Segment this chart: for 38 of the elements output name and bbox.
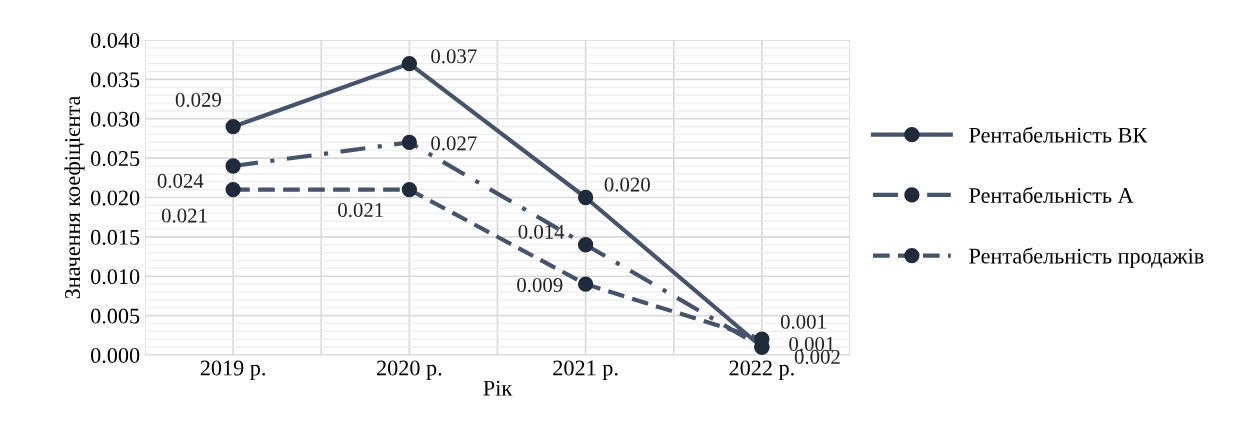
legend-label: Рентабельність продажів: [969, 247, 1204, 269]
data-label: 0.020: [604, 177, 650, 192]
point: [225, 118, 241, 135]
x-tick-label: 2022 р.: [729, 360, 794, 381]
data-label: 0.002: [794, 349, 840, 364]
legend-label: Рентабельність ВК: [969, 126, 1148, 143]
data-label: 0.029: [175, 92, 221, 107]
point: [401, 181, 418, 198]
point: [577, 189, 594, 206]
y-tick-label: 0.035: [90, 72, 140, 88]
y-axis-title: Значення коефіцієнта: [64, 95, 85, 299]
x-axis-title: Рік: [483, 380, 513, 396]
x-tick-label: 2021 р.: [553, 360, 618, 381]
y-tick-label: 0.020: [90, 190, 140, 206]
x-tick-label: 2020 р.: [377, 360, 442, 381]
point: [577, 237, 594, 253]
x-tick-label: 2019 р.: [200, 360, 265, 381]
data-label: 0.024: [157, 173, 204, 188]
y-tick-label: 0.025: [90, 151, 140, 167]
point: [401, 55, 418, 72]
point: [577, 276, 594, 292]
data-label: 0.021: [338, 203, 383, 218]
y-tick-label: 0.005: [90, 308, 140, 324]
legend-label: Рентабельність А: [969, 186, 1134, 203]
y-tick-label: 0.015: [90, 229, 140, 245]
data-label: 0.001: [780, 314, 826, 329]
point: [225, 181, 241, 198]
data-label: 0.009: [517, 278, 563, 293]
data-label: 0.021: [161, 208, 207, 223]
point: [225, 158, 241, 174]
data-label: 0.014: [518, 224, 565, 239]
point: [401, 134, 418, 151]
y-tick-label: 0.010: [90, 269, 140, 285]
data-label: 0.027: [431, 136, 477, 151]
y-tick-label: 0.000: [90, 347, 140, 364]
y-tick-label: 0.030: [90, 111, 140, 127]
y-tick-label: 0.040: [90, 32, 140, 49]
data-label: 0.037: [431, 49, 477, 64]
